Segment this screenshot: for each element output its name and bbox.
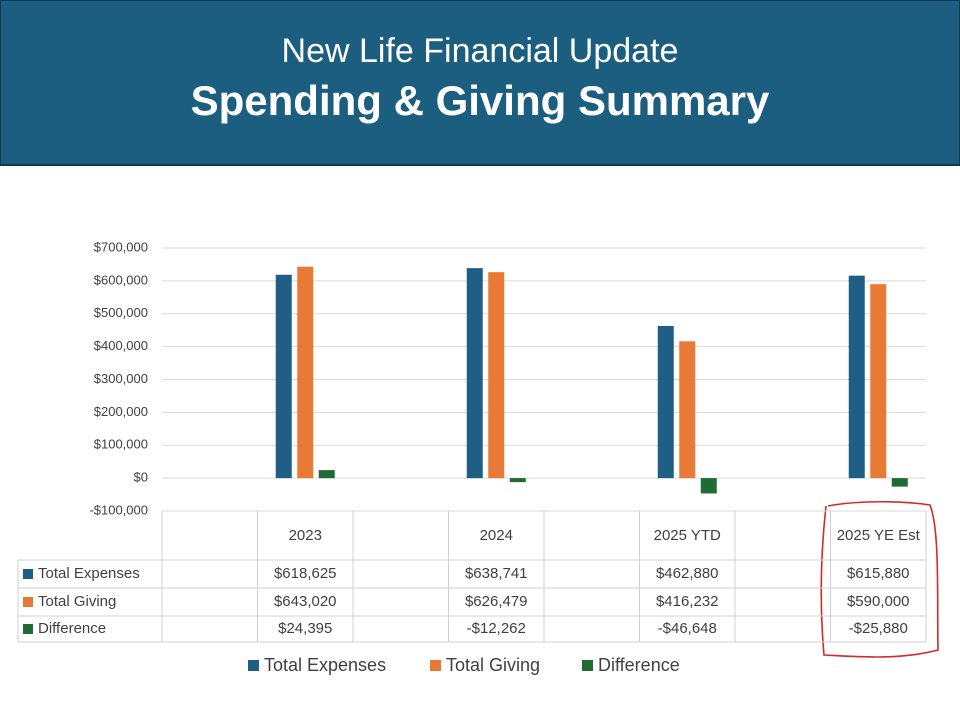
table-value: $638,741 (465, 565, 528, 582)
table-value: $626,479 (465, 593, 528, 610)
table-value: -$12,262 (467, 620, 526, 637)
y-tick-label: $0 (134, 470, 148, 485)
bar (466, 268, 483, 479)
table-value: -$46,648 (658, 620, 717, 637)
category-cell: 2025 YE Est (836, 526, 920, 544)
y-tick-label: $300,000 (94, 371, 148, 386)
x-tick-label: 2025 YTD (653, 526, 721, 544)
x-tick-label: 2025 YE Est (836, 526, 920, 544)
bar (488, 272, 505, 479)
header-title: Spending & Giving Summary (191, 77, 770, 124)
table-row-label: Difference (38, 620, 106, 637)
table-value: $416,232 (656, 593, 719, 610)
table-value: $615,880 (847, 565, 910, 582)
table-value: $618,625 (274, 565, 337, 582)
y-tick-label: $200,000 (94, 404, 148, 419)
y-tick-label: -$100,000 (89, 502, 148, 517)
table-row-label: Total Expenses (38, 565, 140, 582)
legend-label: Total Giving (446, 655, 540, 675)
x-tick-label: 2023 (288, 526, 322, 544)
bar (679, 341, 696, 479)
legend-label: Total Expenses (264, 655, 386, 675)
table-legend-key (23, 597, 33, 607)
bar (657, 325, 674, 479)
bar (891, 478, 908, 487)
category-cell: 2024 (479, 526, 513, 544)
y-tick-label: $100,000 (94, 437, 148, 452)
y-tick-label: $500,000 (94, 305, 148, 320)
legend-key (582, 660, 593, 671)
header-band (0, 0, 960, 166)
y-tick-label: $600,000 (94, 272, 148, 287)
table-value: $462,880 (656, 565, 719, 582)
y-tick-label: $400,000 (94, 338, 148, 353)
bar (700, 478, 717, 494)
bar (509, 478, 526, 483)
legend-key (430, 660, 441, 671)
legend-key (248, 660, 259, 671)
bar (275, 274, 292, 479)
header-subtitle: New Life Financial Update (282, 32, 679, 70)
table-value: $24,395 (278, 620, 332, 637)
bar (848, 275, 865, 479)
highlight-circle (820, 500, 939, 658)
y-tick-label: $700,000 (94, 239, 148, 254)
category-cell: 2023 (288, 526, 322, 544)
category-cell: 2025 YTD (653, 526, 721, 544)
table-row-label: Total Giving (38, 593, 116, 610)
x-tick-label: 2024 (479, 526, 513, 544)
table-legend-key (23, 624, 33, 634)
table-value: -$25,880 (849, 620, 908, 637)
bar (870, 284, 887, 479)
table-value: $590,000 (847, 593, 910, 610)
bar (297, 266, 314, 479)
legend-label: Difference (598, 655, 680, 675)
table-value: $643,020 (274, 593, 337, 610)
table-legend-key (23, 569, 33, 579)
bar (318, 470, 335, 479)
